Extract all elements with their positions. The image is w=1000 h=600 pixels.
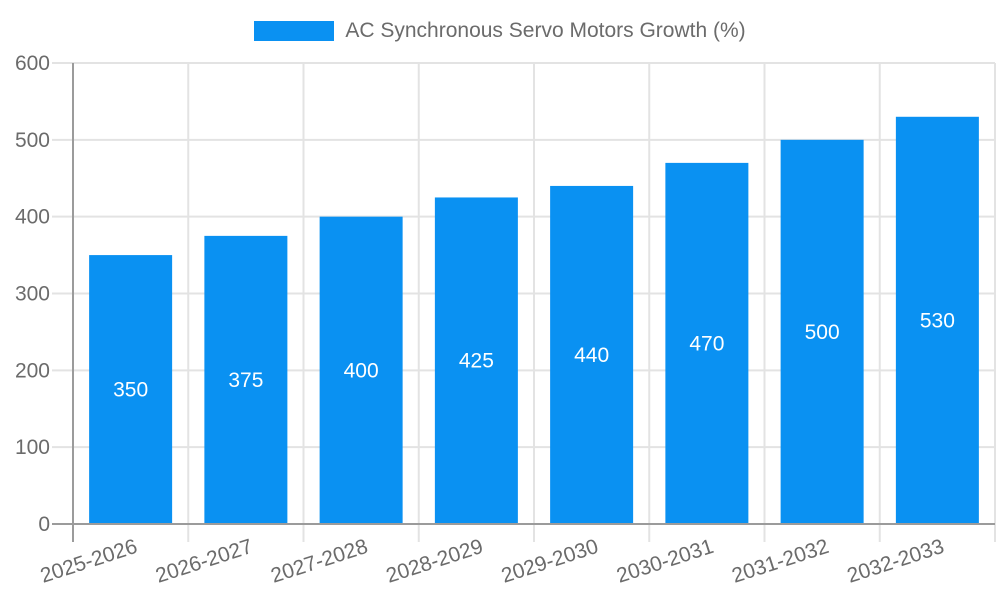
y-axis-label: 400: [15, 206, 50, 229]
y-axis-label: 200: [15, 359, 50, 382]
x-axis-label: 2028-2029: [383, 535, 486, 588]
y-axis-label: 500: [15, 129, 50, 152]
y-axis-label: 600: [15, 52, 50, 75]
x-axis-label: 2026-2027: [153, 535, 256, 588]
bar-value-label: 425: [459, 350, 494, 373]
y-axis-label: 100: [15, 436, 50, 459]
bar-value-label: 400: [344, 359, 379, 382]
bar-value-label: 440: [574, 344, 609, 367]
bar-2027-2028[interactable]: [319, 216, 403, 524]
bar-2030-2031[interactable]: [665, 162, 749, 524]
bar-2025-2026[interactable]: [89, 255, 173, 525]
bar-2032-2033[interactable]: [895, 116, 979, 525]
x-axis-label: 2030-2031: [614, 535, 717, 588]
bar-value-label: 375: [228, 369, 263, 392]
bar-2026-2027[interactable]: [204, 235, 288, 524]
bar-value-label: 530: [920, 309, 955, 332]
bar-value-label: 350: [113, 379, 148, 402]
x-axis-label: 2025-2026: [38, 535, 141, 588]
bar-value-label: 500: [805, 321, 840, 344]
legend-swatch: [254, 21, 335, 41]
x-axis-label: 2027-2028: [268, 535, 371, 588]
bar-2029-2030[interactable]: [550, 185, 634, 524]
bar-2028-2029[interactable]: [434, 197, 518, 525]
bar-2031-2032[interactable]: [780, 139, 864, 525]
y-axis-label: 300: [15, 283, 50, 306]
x-axis-label: 2031-2032: [729, 535, 832, 588]
legend-label: AC Synchronous Servo Motors Growth (%): [345, 19, 746, 42]
y-axis-label: 0: [38, 513, 50, 536]
legend[interactable]: AC Synchronous Servo Motors Growth (%): [0, 20, 1000, 42]
x-axis-label: 2032-2033: [844, 535, 947, 588]
x-axis-label: 2029-2030: [499, 535, 602, 588]
bar-value-label: 470: [689, 332, 724, 355]
